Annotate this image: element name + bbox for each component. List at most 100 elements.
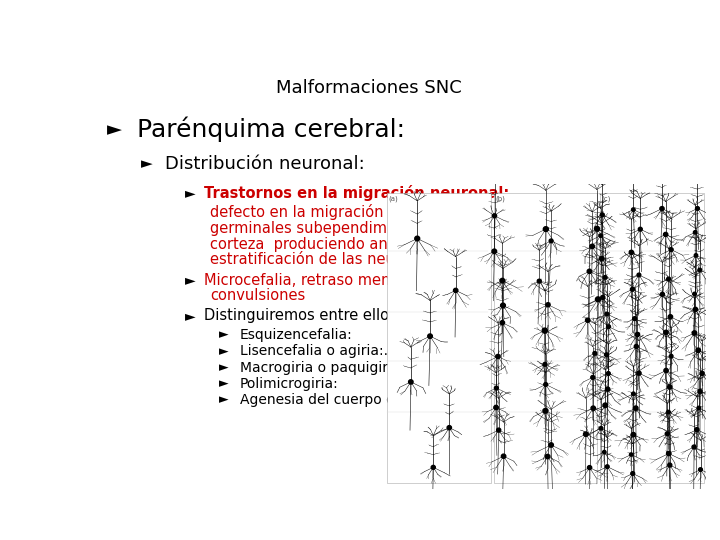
Circle shape (600, 295, 605, 299)
Circle shape (599, 234, 603, 237)
Circle shape (694, 254, 698, 257)
Circle shape (631, 287, 634, 291)
Text: ►: ► (220, 328, 229, 342)
Circle shape (495, 386, 498, 390)
Text: ►: ► (220, 345, 229, 358)
Circle shape (605, 312, 609, 316)
Circle shape (454, 288, 458, 293)
Circle shape (546, 303, 550, 307)
Circle shape (447, 426, 451, 430)
Bar (600, 193, 704, 483)
Circle shape (667, 410, 670, 414)
Text: ►: ► (107, 120, 122, 139)
Circle shape (415, 236, 420, 241)
Circle shape (667, 451, 671, 456)
Circle shape (496, 354, 500, 359)
Circle shape (588, 465, 592, 470)
Circle shape (698, 468, 703, 471)
Text: ►: ► (185, 309, 196, 323)
Circle shape (605, 353, 608, 356)
Circle shape (549, 443, 554, 447)
Circle shape (631, 208, 635, 211)
Circle shape (693, 307, 698, 312)
Circle shape (600, 213, 604, 217)
Text: defecto en la migración de las células: defecto en la migración de las células (210, 205, 488, 220)
Text: ►: ► (185, 186, 196, 200)
Text: Polimicrogiria:: Polimicrogiria: (240, 377, 338, 391)
Circle shape (664, 368, 668, 373)
Text: (c): (c) (601, 196, 611, 202)
Text: germinales subependimarias hasta la: germinales subependimarias hasta la (210, 221, 486, 235)
Text: corteza  produciendo anomalías en la: corteza produciendo anomalías en la (210, 236, 485, 252)
Circle shape (593, 352, 597, 355)
Circle shape (635, 333, 639, 336)
Circle shape (697, 406, 701, 410)
Text: ►: ► (220, 394, 229, 407)
Text: Microcefalia, retraso mental y: Microcefalia, retraso mental y (204, 273, 423, 288)
Circle shape (492, 249, 497, 253)
Circle shape (543, 408, 548, 413)
Circle shape (431, 465, 436, 469)
Circle shape (664, 232, 667, 237)
Text: ►: ► (220, 361, 229, 374)
Circle shape (492, 214, 497, 218)
Circle shape (670, 354, 673, 358)
Circle shape (543, 362, 547, 366)
Circle shape (631, 433, 636, 437)
Circle shape (665, 432, 669, 436)
Text: Macrogiria o paquigiria:: Macrogiria o paquigiria: (240, 361, 405, 375)
Circle shape (667, 277, 670, 281)
Circle shape (428, 334, 433, 339)
Circle shape (660, 207, 664, 211)
Text: estratificación de las neuronas.: estratificación de las neuronas. (210, 252, 441, 267)
Circle shape (634, 345, 639, 348)
Circle shape (603, 275, 607, 279)
Circle shape (695, 428, 699, 431)
Circle shape (696, 207, 699, 210)
Circle shape (500, 303, 505, 308)
Text: Distinguiremos entre ellos:: Distinguiremos entre ellos: (204, 308, 402, 323)
Bar (494, 193, 597, 483)
Circle shape (633, 316, 636, 320)
Text: (a): (a) (388, 196, 398, 202)
Text: (b): (b) (496, 196, 505, 202)
Circle shape (669, 248, 673, 252)
Circle shape (583, 432, 588, 436)
Text: Malformaciones SNC: Malformaciones SNC (276, 79, 462, 97)
Text: Lisencefalia o agiria:.: Lisencefalia o agiria:. (240, 345, 387, 358)
Circle shape (500, 278, 505, 283)
Circle shape (542, 328, 547, 333)
Circle shape (664, 330, 668, 334)
Circle shape (606, 465, 609, 468)
Circle shape (549, 239, 553, 242)
Text: ►: ► (185, 273, 196, 287)
Circle shape (501, 454, 505, 458)
Circle shape (603, 450, 606, 454)
Bar (387, 193, 491, 483)
Circle shape (606, 387, 610, 391)
Circle shape (698, 268, 701, 272)
Circle shape (667, 463, 672, 467)
Circle shape (500, 321, 505, 325)
Text: Parénquima cerebral:: Parénquima cerebral: (138, 117, 405, 142)
Circle shape (588, 269, 592, 273)
Text: ►: ► (141, 156, 153, 171)
Circle shape (639, 227, 642, 231)
Circle shape (595, 226, 600, 231)
Circle shape (700, 372, 704, 375)
Circle shape (585, 318, 590, 322)
Text: Trastornos en la migración neuronal:: Trastornos en la migración neuronal: (204, 185, 510, 201)
Circle shape (668, 315, 672, 319)
Circle shape (637, 371, 641, 375)
Circle shape (497, 428, 500, 432)
Circle shape (591, 406, 595, 410)
Circle shape (545, 454, 550, 459)
Circle shape (637, 273, 641, 276)
Circle shape (696, 348, 701, 353)
Circle shape (693, 292, 696, 295)
Circle shape (590, 244, 595, 248)
Text: Esquizencefalia:: Esquizencefalia: (240, 328, 352, 342)
Circle shape (599, 427, 603, 430)
Circle shape (629, 453, 633, 456)
Circle shape (634, 406, 638, 410)
